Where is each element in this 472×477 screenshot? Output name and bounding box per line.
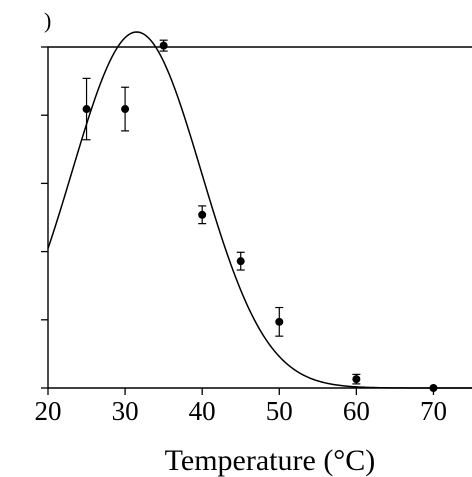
data-point-45: [236, 257, 245, 266]
error-bars: [82, 39, 361, 385]
data-point-25: [82, 105, 91, 114]
x-tick-label-50: 50: [266, 396, 293, 426]
x-tick-label-20: 20: [35, 396, 62, 426]
x-tick-label-30: 30: [112, 396, 139, 426]
data-point-35: [159, 41, 168, 50]
x-axis-tick-labels: 20 30 40 50 60 70: [35, 396, 447, 426]
data-point-60: [352, 375, 361, 384]
x-axis-ticks: [47, 388, 435, 395]
x-tick-label-60: 60: [343, 396, 370, 426]
fit-curve: [47, 31, 472, 389]
plot-frame: [47, 46, 472, 389]
data-point-70: [429, 384, 438, 392]
panel-label: ): [44, 8, 51, 33]
data-point-40: [198, 210, 207, 219]
data-point-50: [275, 317, 284, 326]
x-tick-label-40: 40: [189, 396, 216, 426]
data-point-30: [121, 105, 130, 114]
data-points: [82, 41, 438, 392]
y-axis-ticks: [41, 46, 48, 389]
x-tick-label-70: 70: [420, 396, 447, 426]
x-axis-title: Temperature (°C): [165, 444, 376, 477]
